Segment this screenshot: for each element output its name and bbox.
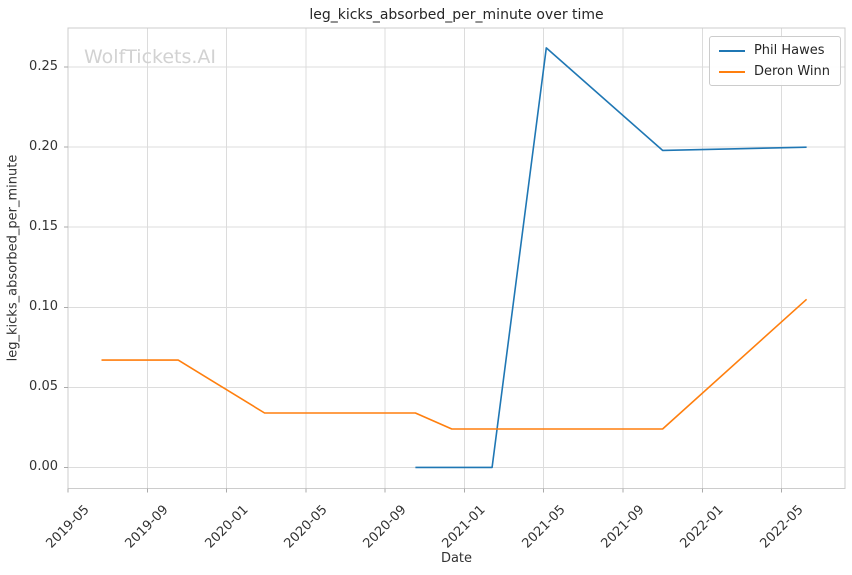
legend-entry-deron-winn: Deron Winn — [718, 63, 830, 80]
y-tick-label: 0.00 — [29, 459, 58, 475]
legend-label: Deron Winn — [753, 64, 830, 79]
legend-line-sample-icon — [718, 70, 745, 73]
y-tick-label: 0.25 — [29, 59, 58, 75]
legend: Phil Hawes Deron Winn — [708, 36, 841, 86]
y-tick-label: 0.10 — [29, 299, 58, 315]
y-tick-label: 0.15 — [29, 219, 58, 235]
axes-frame — [67, 27, 846, 489]
series-line-deron-winn — [101, 298, 808, 430]
watermark: WolfTickets.AI — [84, 46, 217, 68]
series-line-phil-hawes — [415, 47, 807, 469]
x-axis-label: Date — [440, 551, 473, 566]
legend-line-sample-icon — [718, 49, 745, 52]
y-tick-label: 0.05 — [29, 379, 58, 395]
legend-label: Phil Hawes — [753, 43, 825, 58]
y-axis-label: leg_kicks_absorbed_per_minute — [5, 154, 21, 362]
legend-entry-phil-hawes: Phil Hawes — [718, 42, 830, 59]
chart-title: leg_kicks_absorbed_per_minute over time — [309, 7, 604, 23]
y-tick-label: 0.20 — [29, 139, 58, 155]
